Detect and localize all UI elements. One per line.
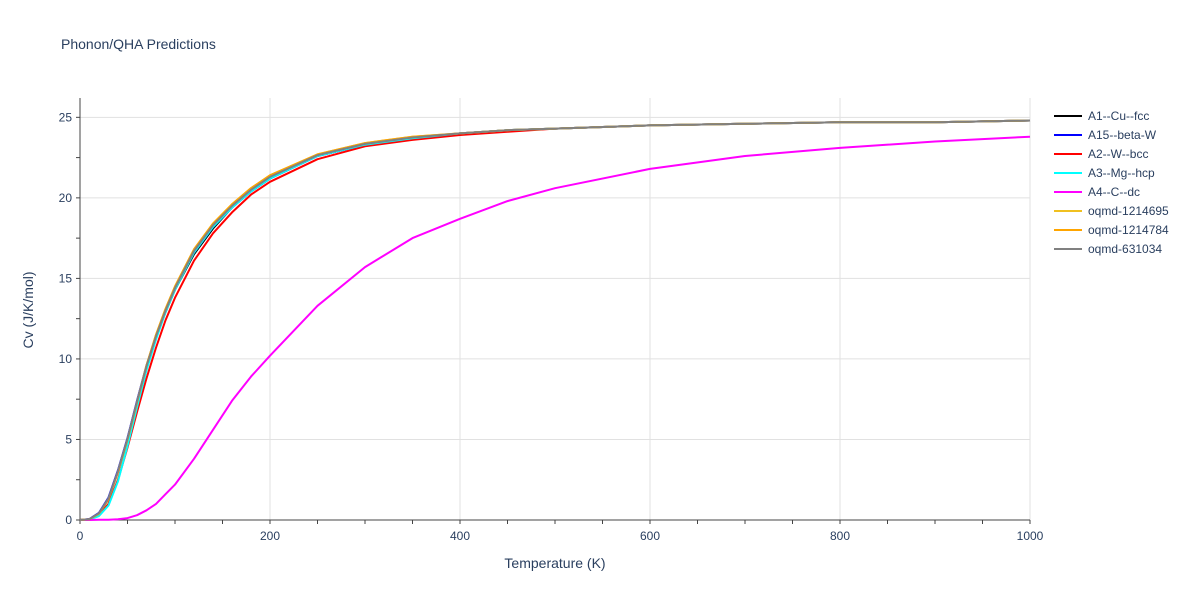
legend-label: oqmd-631034	[1088, 241, 1163, 256]
legend-label: A4--C--dc	[1088, 184, 1141, 199]
legend-swatch	[1054, 209, 1082, 212]
x-tick-label: 800	[830, 529, 850, 543]
legend-item[interactable]: oqmd-1214695	[1054, 201, 1169, 220]
chart-title: Phonon/QHA Predictions	[61, 36, 216, 52]
legend-label: oqmd-1214784	[1088, 222, 1169, 237]
x-tick-label: 400	[450, 529, 470, 543]
x-axis-label: Temperature (K)	[504, 555, 605, 571]
legend-item[interactable]: oqmd-1214784	[1054, 220, 1169, 239]
legend-label: A2--W--bcc	[1088, 146, 1149, 161]
legend-item[interactable]: oqmd-631034	[1054, 239, 1169, 258]
series-line-oqmd-631034	[79, 119, 1031, 521]
legend-swatch	[1054, 152, 1082, 155]
legend-swatch	[1054, 228, 1082, 231]
y-axis-label: Cv (J/K/mol)	[20, 272, 36, 349]
legend-item[interactable]: A3--Mg--hcp	[1054, 163, 1169, 182]
y-tick-label: 10	[59, 352, 73, 366]
y-tick-label: 5	[65, 432, 72, 446]
legend-swatch	[1054, 133, 1082, 136]
legend-item[interactable]: A15--beta-W	[1054, 125, 1169, 144]
legend-swatch	[1054, 247, 1082, 250]
x-tick-label: 0	[77, 529, 84, 543]
legend: A1--Cu--fcc A15--beta-W A2--W--bcc A3--Mg--…	[1054, 106, 1169, 258]
legend-label: A1--Cu--fcc	[1088, 108, 1150, 123]
series-lines	[79, 119, 1031, 521]
legend-label: oqmd-1214695	[1088, 203, 1169, 218]
y-tick-label: 15	[59, 271, 73, 285]
series-line-a2-w-bcc	[79, 119, 1031, 521]
legend-swatch	[1054, 114, 1082, 117]
legend-item[interactable]: A2--W--bcc	[1054, 144, 1169, 163]
legend-label: A3--Mg--hcp	[1088, 165, 1155, 180]
legend-label: A15--beta-W	[1088, 127, 1157, 142]
axes: 0 200 400 600 800 1000 0 5 10 15 20 25	[59, 98, 1044, 543]
grid-lines	[80, 98, 1031, 520]
series-line-a4-c-dc	[80, 135, 1031, 521]
legend-swatch	[1054, 190, 1082, 193]
legend-swatch	[1054, 171, 1082, 174]
legend-item[interactable]: A1--Cu--fcc	[1054, 106, 1169, 125]
y-tick-label: 25	[59, 110, 73, 124]
series-line-a3-mg-hcp	[79, 119, 1031, 521]
y-tick-label: 0	[65, 513, 72, 527]
series-line-a15-beta-w	[79, 119, 1031, 521]
x-tick-label: 200	[260, 529, 280, 543]
series-line-oqmd-1214784	[79, 119, 1031, 521]
series-line-oqmd-1214695	[79, 119, 1031, 521]
series-line-a1-cu-fcc	[79, 119, 1031, 521]
legend-item[interactable]: A4--C--dc	[1054, 182, 1169, 201]
x-tick-label: 600	[640, 529, 660, 543]
y-tick-label: 20	[59, 191, 73, 205]
x-tick-label: 1000	[1017, 529, 1044, 543]
